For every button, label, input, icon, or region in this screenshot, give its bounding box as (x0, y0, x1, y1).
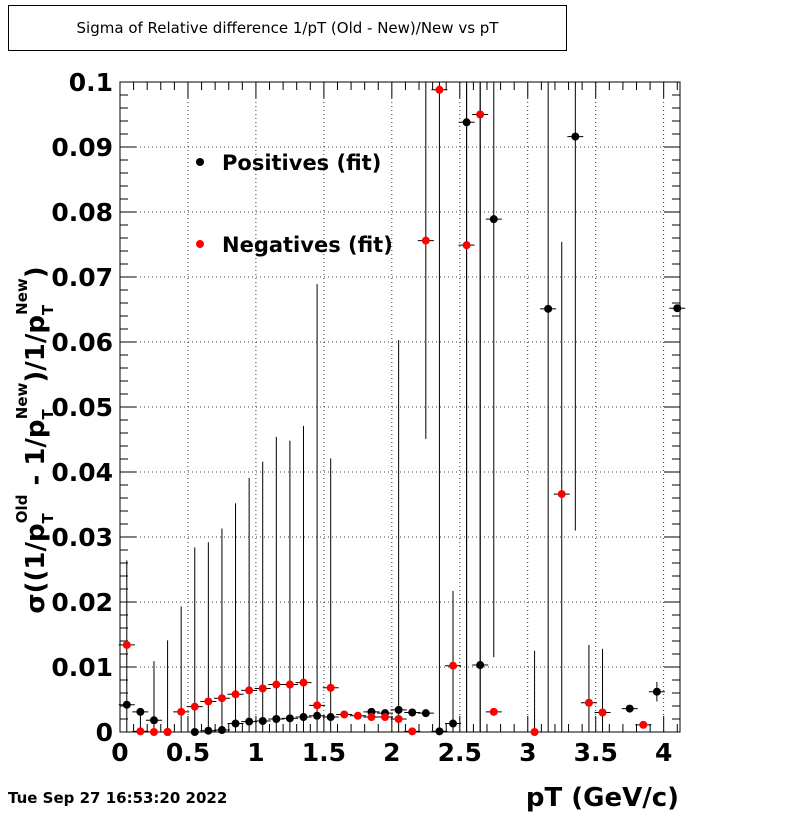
negatives-point (584, 698, 593, 707)
negatives-point (204, 697, 213, 706)
positives-point (435, 727, 444, 736)
negatives-point (122, 640, 131, 649)
negatives-point (476, 110, 485, 119)
y-tick-label: 0.01 (51, 653, 113, 682)
negatives-point (245, 686, 254, 695)
positives-point (326, 713, 335, 722)
positives-point (462, 118, 471, 127)
y-tick-label: 0.1 (69, 68, 113, 97)
negatives-point (163, 728, 172, 736)
y-axis-title: σ((1/pTOld - 1/pTNew)/1/pTNew) (13, 266, 57, 613)
positives-point (408, 708, 417, 717)
negatives-point (530, 728, 539, 736)
negatives-point (340, 710, 349, 719)
negatives-point (299, 678, 308, 687)
x-tick-label: 3.5 (574, 738, 618, 767)
negatives-point (217, 694, 226, 703)
positives-point (122, 700, 131, 709)
positives-point (285, 714, 294, 723)
negatives-point (231, 690, 240, 699)
positives-point (204, 726, 213, 735)
positives-point (272, 715, 281, 723)
positives-point (258, 716, 267, 725)
negatives-point (408, 727, 417, 736)
negatives-point (149, 728, 158, 736)
grid-lines (120, 82, 680, 732)
positives-point (245, 717, 254, 726)
positives-point (476, 661, 485, 670)
y-axis-label: σ((1/pTOld - 1/pTNew)/1/pTNew) (13, 266, 57, 613)
negatives-point (421, 236, 430, 245)
legend-marker (196, 158, 204, 166)
negatives-point (190, 702, 199, 711)
positives-point (394, 705, 403, 714)
x-tick-label: 0 (111, 738, 128, 767)
positives-point (625, 704, 634, 713)
positives-point (231, 719, 240, 728)
negatives-point (462, 241, 471, 250)
x-tick-label: 0.5 (166, 738, 210, 767)
positives-point (652, 687, 661, 696)
positives-point (299, 713, 308, 722)
x-tick-label: 3 (519, 738, 536, 767)
positives-point (217, 726, 226, 735)
negatives-point (313, 701, 322, 710)
negatives-point (326, 683, 335, 692)
negatives-point (381, 713, 390, 722)
negatives-point (435, 85, 444, 94)
positives-point (449, 719, 458, 728)
positives-point (489, 215, 498, 224)
y-tick-label: 0.04 (51, 458, 113, 487)
negatives-point (258, 684, 267, 693)
positives-point (313, 711, 322, 720)
negatives-point (285, 680, 294, 689)
x-tick-label: 4 (655, 738, 672, 767)
timestamp: Tue Sep 27 16:53:20 2022 (8, 789, 228, 807)
y-tick-label: 0.06 (51, 328, 113, 357)
negatives-point (449, 661, 458, 670)
negatives-point (639, 720, 648, 729)
y-tick-label: 0.05 (51, 393, 113, 422)
data-points (122, 85, 682, 736)
positives-point (571, 132, 580, 141)
positives-point (190, 728, 199, 736)
y-tick-label: 0.07 (51, 263, 113, 292)
negatives-point (394, 715, 403, 723)
y-tick-label: 0.08 (51, 198, 113, 227)
x-tick-label: 1.5 (302, 738, 346, 767)
positives-point (149, 716, 158, 725)
axis-ticks (119, 81, 680, 733)
negatives-point (136, 727, 145, 736)
negatives-point (272, 680, 281, 689)
chart-title: Sigma of Relative difference 1/pT (Old -… (8, 5, 567, 51)
x-tick-label: 1 (247, 738, 264, 767)
y-tick-label: 0.02 (51, 588, 113, 617)
legend-marker (196, 240, 204, 248)
negatives-point (367, 713, 376, 722)
legend: Positives (fit) Negatives (fit) (196, 151, 393, 257)
x-tick-label: 2.5 (438, 738, 482, 767)
legend-label: Negatives (fit) (222, 233, 393, 257)
negatives-point (177, 707, 186, 716)
negatives-point (557, 490, 566, 499)
y-tick-label: 0.09 (51, 133, 113, 162)
positives-point (136, 707, 145, 716)
y-tick-label: 0.03 (51, 523, 113, 552)
negatives-point (598, 708, 607, 717)
y-tick-label: 0 (96, 718, 113, 747)
negatives-point (353, 711, 362, 720)
x-axis-label: pT (GeV/c) (526, 783, 679, 813)
positives-point (421, 709, 430, 718)
positives-point (544, 304, 553, 313)
negatives-point (489, 707, 498, 716)
axis-tick-labels: 0 0.5 1 1.5 2 2.5 3 3.5 4 0 0.01 0.02 0.03 0.04 0.05 0.… (51, 68, 672, 767)
positives-point (673, 304, 682, 313)
legend-label: Positives (fit) (222, 151, 381, 175)
x-tick-label: 2 (383, 738, 400, 767)
